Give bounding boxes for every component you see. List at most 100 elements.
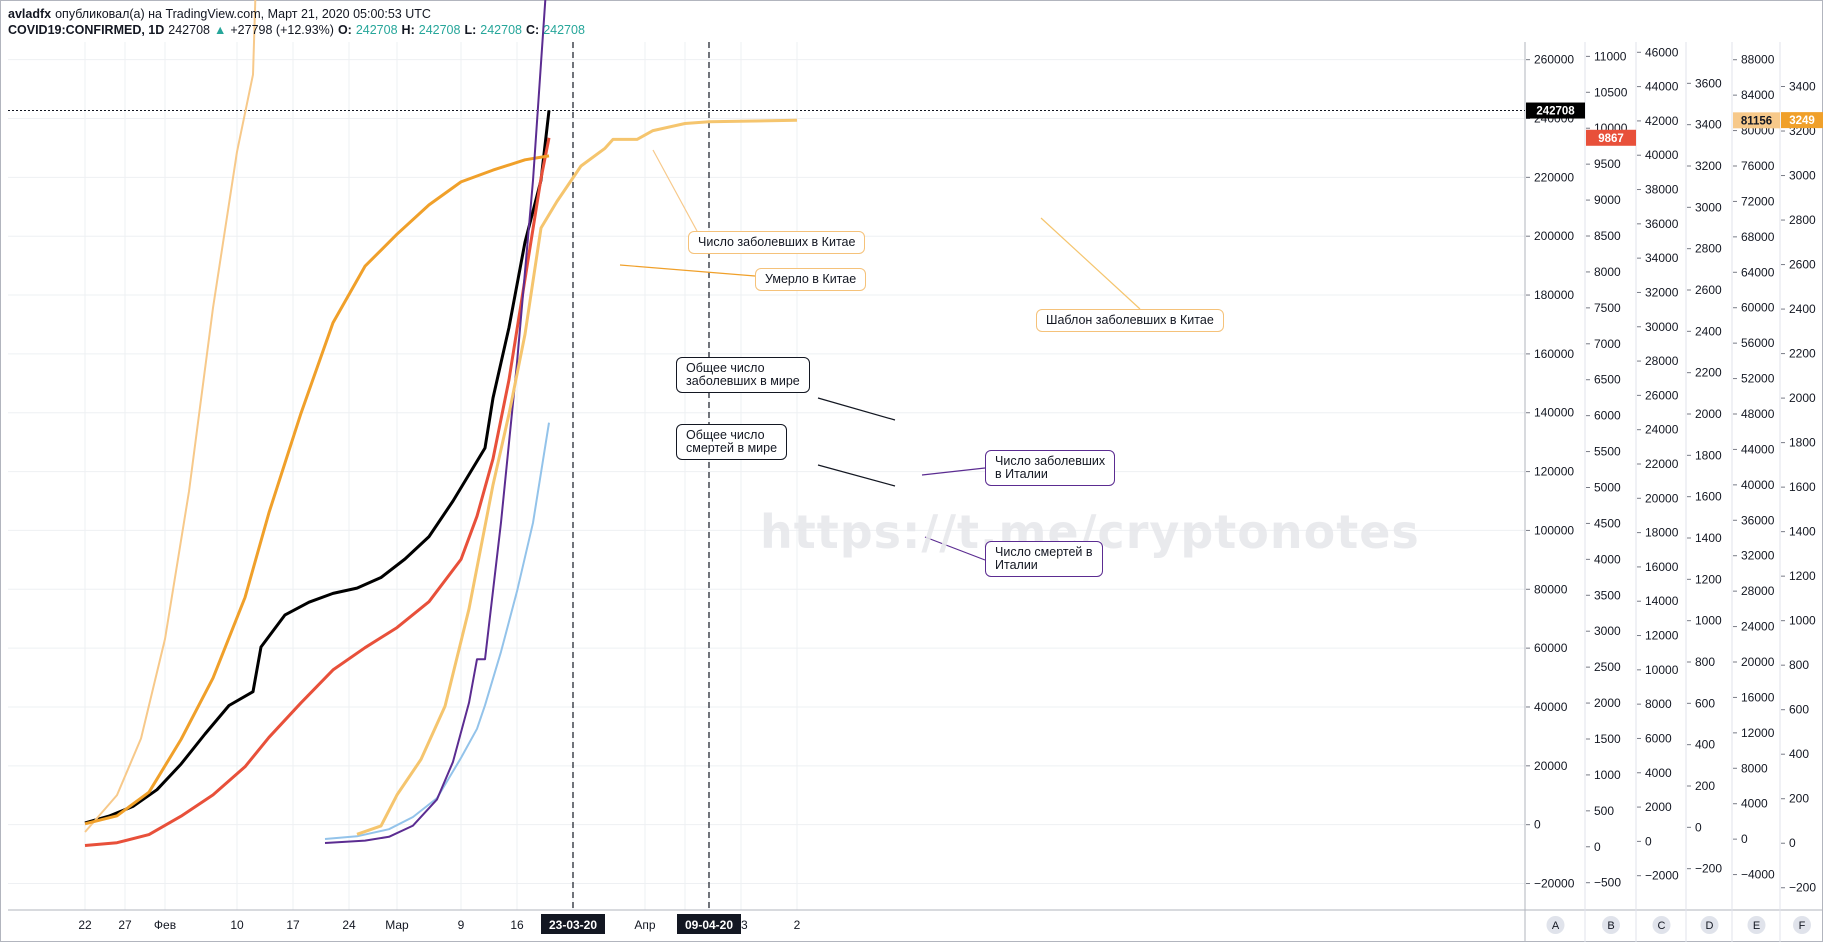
axis-a-tick-label: 180000 [1534, 288, 1574, 302]
axis-c-tick-label: 6000 [1645, 731, 1672, 745]
series-world-cases [84, 110, 551, 825]
annotation-italy-cases[interactable]: Число заболевших в Италии [985, 450, 1116, 486]
axis-e-tick-label: 48000 [1741, 407, 1775, 421]
annotation-china-template[interactable]: Шаблон заболевших в Китае [1036, 309, 1224, 332]
grid [8, 42, 1525, 910]
axis-f-tick-label: 800 [1789, 658, 1809, 672]
axis-b-tick-label: 6000 [1594, 409, 1621, 423]
axis-f-tick-label: −200 [1789, 881, 1816, 895]
axis-a-tick-label: 60000 [1534, 641, 1568, 655]
axis-f-tick-label: 1400 [1789, 525, 1816, 539]
axis-e-tick-label: 28000 [1741, 584, 1775, 598]
axis-b-tick-label: 9000 [1594, 193, 1621, 207]
axis-c-tick-label: 38000 [1645, 183, 1679, 197]
axis-e-tick-label: 72000 [1741, 194, 1775, 208]
axis-badge [1793, 916, 1811, 934]
series-italy-deaths [324, 0, 547, 844]
axis-e-tick-label: −4000 [1741, 868, 1775, 882]
annotation-world-deaths[interactable]: Общее число смертей в мире [676, 424, 788, 460]
axis-e-tick-label: 88000 [1741, 53, 1775, 67]
axis-b-tick-label: 2000 [1594, 696, 1621, 710]
x-tick-label: 13 [734, 918, 748, 932]
open-value: 242708 [355, 23, 398, 37]
axis-badge-label: C [1658, 920, 1666, 932]
axis-c-tick-label: 34000 [1645, 251, 1679, 265]
axis-f-tick-label: 1800 [1789, 436, 1816, 450]
axis-d-tick-label: 1000 [1695, 614, 1722, 628]
axis-badge-label: E [1753, 920, 1760, 932]
axis-d-tick-label: 200 [1695, 779, 1715, 793]
x-tick-label: 9 [458, 918, 465, 932]
axis-d-tick-label: 3200 [1695, 159, 1722, 173]
axis-f-tick-label: 1600 [1789, 480, 1816, 494]
axis-f-tick-label: 2600 [1789, 258, 1816, 272]
price-marker-label: 81156 [1741, 115, 1772, 127]
axis-f-tick-label: 400 [1789, 747, 1809, 761]
x-tick-label: 2 [794, 918, 801, 932]
connector-world-deaths [817, 464, 896, 487]
series-world-deaths [84, 137, 551, 847]
axis-a-tick-label: 260000 [1534, 53, 1574, 67]
symbol-label[interactable]: COVID19:CONFIRMED, 1D [8, 23, 165, 37]
annotation-china-deaths[interactable]: Умерло в Китае [755, 268, 867, 291]
axis-b-tick-label: 4500 [1594, 516, 1621, 530]
axis-d-tick-label: 3000 [1695, 200, 1722, 214]
axis-c-tick-label: 18000 [1645, 526, 1679, 540]
axis-d-tick-label: 800 [1695, 655, 1715, 669]
series-italy-cases [324, 422, 550, 840]
x-tick-label: 22 [78, 918, 92, 932]
series-china-deaths [84, 154, 550, 826]
axis-d-tick-label: 3400 [1695, 118, 1722, 132]
axis-b-tick-label: 500 [1594, 804, 1614, 818]
author-name[interactable]: avladfx [8, 7, 52, 21]
axis-e-tick-label: 20000 [1741, 655, 1775, 669]
axis-c-tick-label: 0 [1645, 834, 1652, 848]
axis-b-tick-label: 10500 [1594, 85, 1628, 99]
axis-f-tick-label: 2800 [1789, 213, 1816, 227]
low-label: L: [464, 23, 477, 37]
axis-b-tick-label: 8500 [1594, 229, 1621, 243]
axis-f-tick-label: 200 [1789, 792, 1809, 806]
up-arrow-icon: ▲ [214, 23, 227, 37]
axis-e-tick-label: 76000 [1741, 159, 1775, 173]
axis-d-tick-label: 2400 [1695, 324, 1722, 338]
axis-b-tick-label: 7000 [1594, 337, 1621, 351]
axis-c-tick-label: 36000 [1645, 217, 1679, 231]
axis-c-tick-label: 16000 [1645, 560, 1679, 574]
annotation-italy-deaths[interactable]: Число смертей в Италии [985, 541, 1103, 577]
axis-badge [1652, 916, 1671, 934]
axis-c-tick-label: 4000 [1645, 766, 1672, 780]
annotation-world-cases[interactable]: Общее число заболевших в мире [676, 357, 810, 393]
axis-e-tick-label: 32000 [1741, 549, 1775, 563]
time-marker-bg [541, 914, 605, 934]
axis-c-tick-label: 24000 [1645, 423, 1679, 437]
time-marker-label: 09-04-20 [685, 918, 733, 932]
axis-a-tick-label: 120000 [1534, 465, 1574, 479]
axis-f-tick-label: 0 [1789, 836, 1796, 850]
x-tick-label: 10 [230, 918, 244, 932]
axis-a-tick-label: 200000 [1534, 229, 1574, 243]
axis-c-tick-label: 2000 [1645, 800, 1672, 814]
series-china-cases [84, 0, 257, 833]
axis-a-tick-label: 140000 [1534, 406, 1574, 420]
axis-b-tick-label: 4000 [1594, 552, 1621, 566]
axis-a-tick-label: 80000 [1534, 582, 1568, 596]
high-label: H: [401, 23, 415, 37]
x-tick-label: Фев [154, 918, 176, 932]
axis-b-tick-label: 11000 [1594, 49, 1627, 63]
annotation-china-cases[interactable]: Число заболевших в Китае [688, 231, 866, 254]
axis-d-tick-label: 1600 [1695, 490, 1722, 504]
axis-e-tick-label: 68000 [1741, 230, 1775, 244]
axis-d-tick-label: 3600 [1695, 76, 1722, 90]
axis-d-tick-label: 1800 [1695, 448, 1722, 462]
axis-e-tick-label: 60000 [1741, 301, 1775, 315]
axis-f-tick-label: 1200 [1789, 569, 1816, 583]
axis-c-tick-label: 10000 [1645, 663, 1679, 677]
axis-c-tick-label: 8000 [1645, 697, 1672, 711]
connector-world-cases [817, 397, 896, 421]
x-tick-label: 17 [286, 918, 300, 932]
series-china-template [356, 118, 798, 836]
axis-badge [1700, 916, 1719, 934]
axis-c-tick-label: 20000 [1645, 491, 1679, 505]
